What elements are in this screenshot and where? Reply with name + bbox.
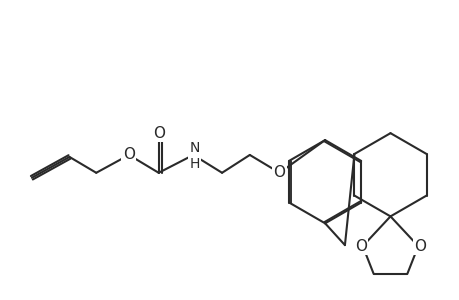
Text: O: O — [354, 238, 366, 253]
Text: O: O — [413, 238, 425, 253]
Text: N
H: N H — [189, 141, 199, 171]
Text: O: O — [273, 165, 285, 180]
Text: O: O — [152, 126, 164, 141]
Text: O: O — [123, 148, 134, 163]
